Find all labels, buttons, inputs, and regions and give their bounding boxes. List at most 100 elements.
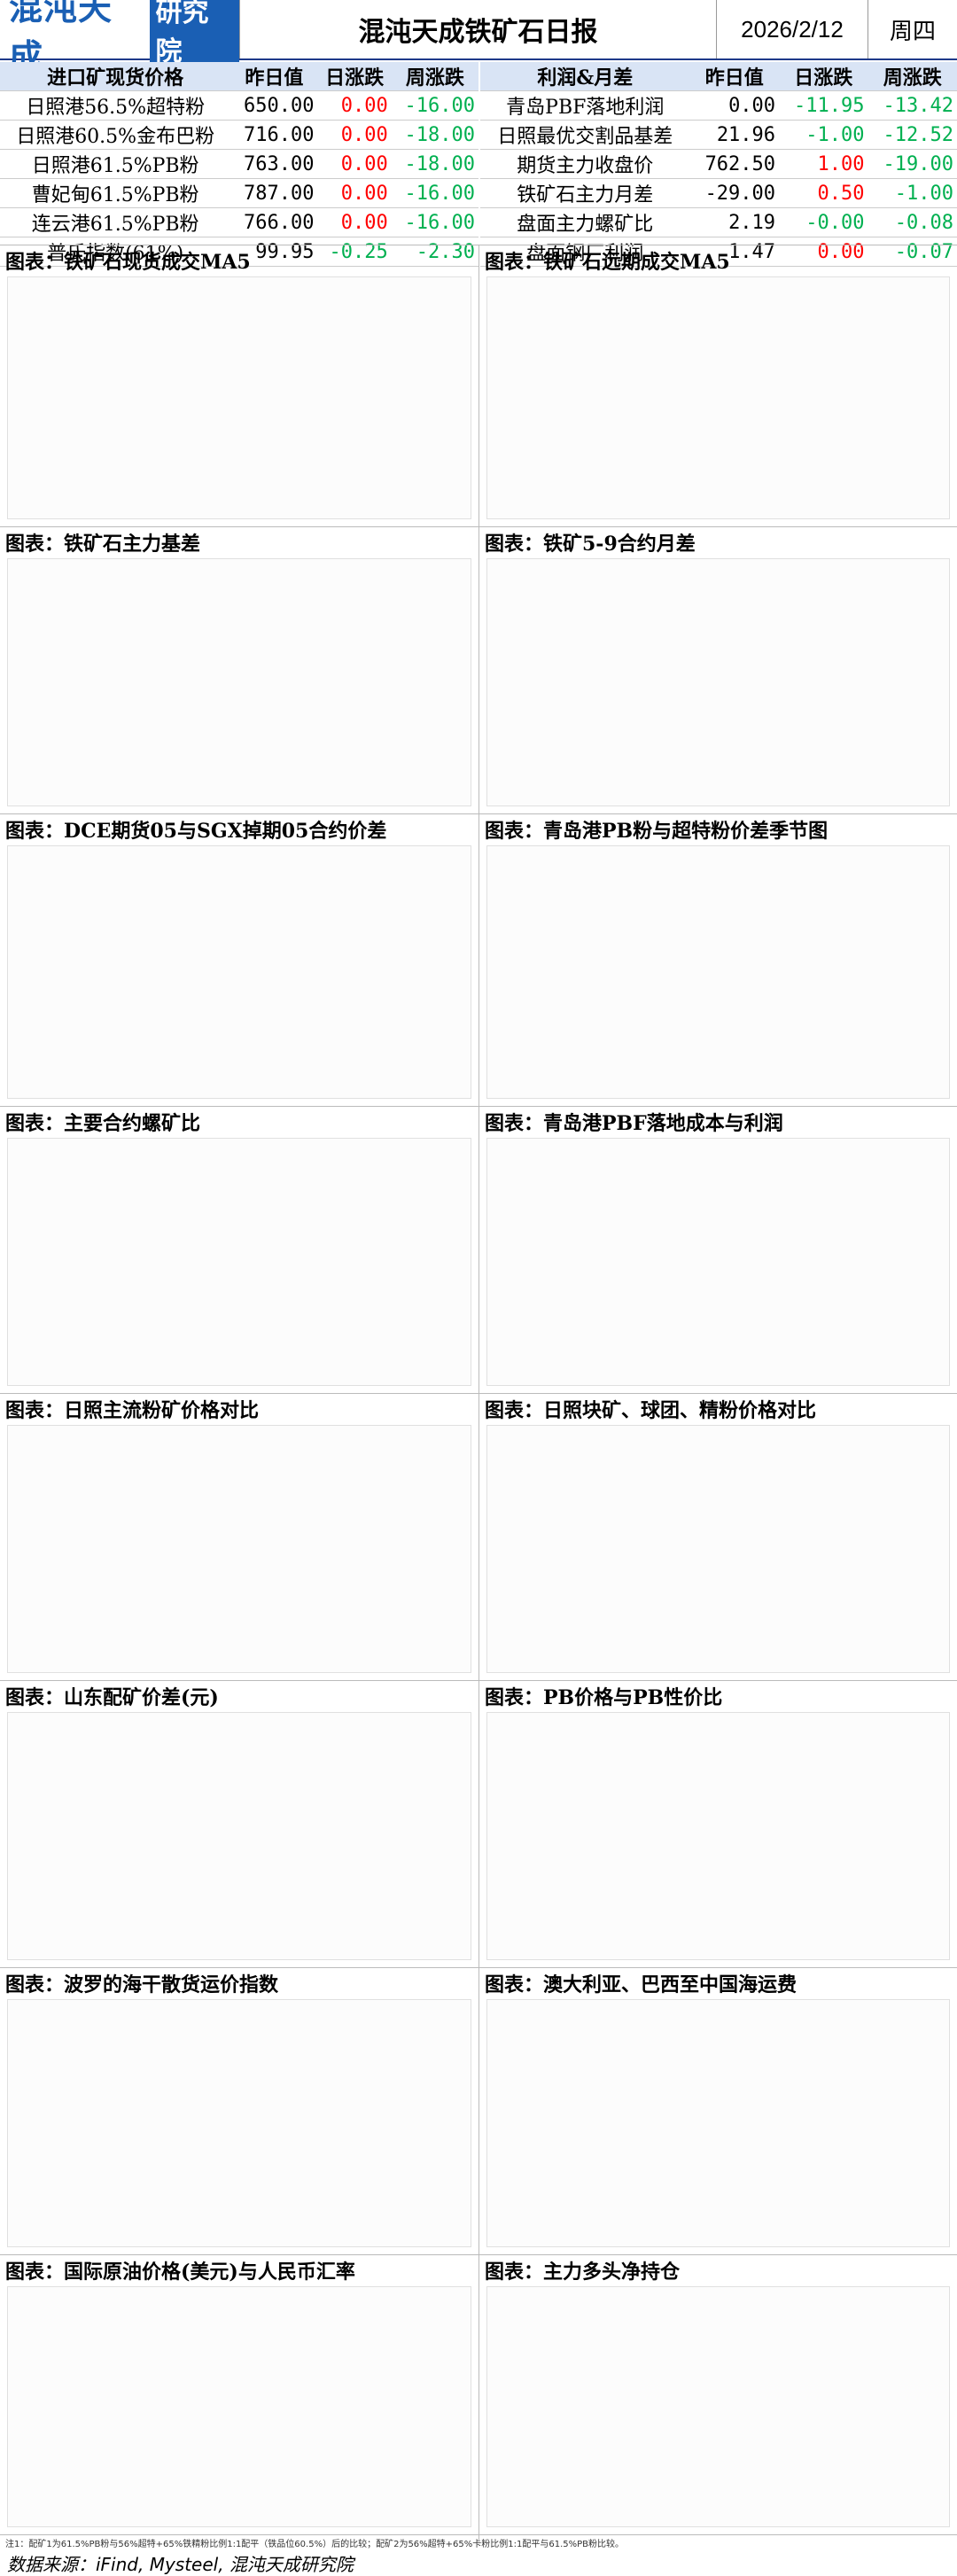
table-row: 普氏指数(61%) 99.95 -0.25 -2.30 [0, 237, 478, 267]
row-day-change: 1.00 [779, 149, 868, 179]
chart-plot-area [7, 1138, 471, 1386]
report-header: 混沌天成 研究院 混沌天成铁矿石日报 2026/2/12 周四 [0, 0, 957, 76]
chart-panel: 图表：DCE期货05与SGX掉期05合约价差 [0, 815, 478, 1106]
table-row: 连云港61.5%PB粉 766.00 0.00 -16.00 [0, 207, 478, 237]
row-divider [0, 1680, 957, 1681]
chart-plot-area [7, 1999, 471, 2247]
row-week-change: -16.00 [391, 90, 478, 121]
chart-panel: 图表：山东配矿价差(元) [0, 1682, 478, 1967]
col-header: 昨日值 [230, 62, 318, 91]
row-day-change: -11.95 [779, 90, 868, 121]
row-day-change: 0.00 [317, 149, 392, 179]
row-week-change: -2.30 [391, 237, 478, 267]
chart-title: 图表：DCE期货05与SGX掉期05合约价差 [5, 820, 387, 843]
row-name: 曹妃甸61.5%PB粉 [0, 178, 231, 208]
column-divider [478, 245, 479, 2540]
brand-logo: 混沌天成 研究院 [0, 0, 239, 76]
chart-panel: 图表：铁矿5-9合约月差 [479, 528, 957, 813]
chart-plot-area [7, 276, 471, 519]
chart-title: 图表：青岛港PBF落地成本与利润 [485, 1112, 783, 1135]
spot-price-table: 进口矿现货价格 昨日值 日涨跌 周涨跌 日照港56.5%超特粉 650.00 0.0… [0, 62, 478, 267]
table-row: 青岛PBF落地利润 0.00 -11.95 -13.42 [480, 90, 957, 121]
chart-panel: 图表：铁矿石现货成交MA5 [0, 246, 478, 526]
row-name: 连云港61.5%PB粉 [0, 207, 231, 237]
row-divider [0, 1967, 957, 1968]
chart-title: 图表：山东配矿价差(元) [5, 1686, 219, 1709]
row-day-change: 0.00 [317, 90, 392, 121]
report-title: 混沌天成铁矿石日报 [239, 0, 716, 58]
chart-panel: 图表：铁矿石主力基差 [0, 528, 478, 813]
row-day-change: -1.00 [779, 120, 868, 150]
row-day-change: 0.00 [317, 120, 392, 150]
row-value: 763.00 [230, 149, 318, 179]
chart-panel: 图表：青岛港PB粉与超特粉价差季节图 [479, 815, 957, 1106]
row-day-change: 0.00 [779, 237, 868, 267]
row-divider [0, 2254, 957, 2255]
table-row: 盘面主力螺矿比 2.19 -0.00 -0.08 [480, 207, 957, 237]
chart-title: 图表：波罗的海干散货运价指数 [5, 1973, 279, 1996]
chart-plot-area [486, 2286, 950, 2527]
chart-plot-area [486, 1712, 950, 1960]
row-week-change: -13.42 [868, 90, 957, 121]
table-row: 日照港60.5%金布巴粉 716.00 0.00 -18.00 [0, 120, 478, 150]
row-day-change: -0.25 [317, 237, 392, 267]
row-name: 日照港61.5%PB粉 [0, 149, 231, 179]
row-value: 21.96 [689, 120, 780, 150]
chart-plot-area [7, 2286, 471, 2527]
footnote: 注1：配矿1为61.5%PB粉与56%超特+65%铁精粉比例1:1配平（铁品位6… [5, 2540, 625, 2549]
row-day-change: 0.00 [317, 207, 392, 237]
table-row: 日照港56.5%超特粉 650.00 0.00 -16.00 [0, 90, 478, 121]
chart-title: 图表：日照主流粉矿价格对比 [5, 1399, 260, 1422]
chart-panel: 图表：铁矿石远期成交MA5 [479, 246, 957, 526]
report-date: 2026/2/12 [716, 0, 868, 58]
row-week-change: -1.00 [868, 178, 957, 208]
row-value: 716.00 [230, 120, 318, 150]
chart-title: 图表：PB价格与PB性价比 [485, 1686, 723, 1709]
chart-panel: 图表：澳大利亚、巴西至中国海运费 [479, 1969, 957, 2254]
chart-title: 图表：铁矿石远期成交MA5 [485, 251, 730, 274]
row-day-change: 0.50 [779, 178, 868, 208]
chart-title: 图表：主要合约螺矿比 [5, 1112, 201, 1135]
row-name: 盘面主力螺矿比 [480, 207, 690, 237]
chart-plot-area [486, 1999, 950, 2247]
chart-plot-area [7, 1712, 471, 1960]
chart-title: 图表：铁矿5-9合约月差 [485, 533, 696, 556]
chart-title: 图表：青岛港PB粉与超特粉价差季节图 [485, 820, 829, 843]
table-row: 曹妃甸61.5%PB粉 787.00 0.00 -16.00 [0, 178, 478, 208]
col-header: 昨日值 [689, 62, 780, 91]
chart-panel: 图表：主要合约螺矿比 [0, 1108, 478, 1393]
chart-title: 图表：铁矿石现货成交MA5 [5, 251, 251, 274]
table-row: 期货主力收盘价 762.50 1.00 -19.00 [480, 149, 957, 179]
chart-panel: 图表：波罗的海干散货运价指数 [0, 1969, 478, 2254]
row-value: 2.19 [689, 207, 780, 237]
row-value: 0.00 [689, 90, 780, 121]
col-header: 日涨跌 [779, 62, 868, 91]
row-name: 日照港60.5%金布巴粉 [0, 120, 231, 150]
row-divider [0, 813, 957, 814]
table-row: 铁矿石主力月差 -29.00 0.50 -1.00 [480, 178, 957, 208]
row-week-change: -18.00 [391, 149, 478, 179]
row-value: 766.00 [230, 207, 318, 237]
chart-panel: 图表：青岛港PBF落地成本与利润 [479, 1108, 957, 1393]
table-row: 日照港61.5%PB粉 763.00 0.00 -18.00 [0, 149, 478, 179]
row-week-change: -19.00 [868, 149, 957, 179]
chart-panel: 图表：PB价格与PB性价比 [479, 1682, 957, 1967]
chart-plot-area [486, 276, 950, 519]
table-row: 日照最优交割品基差 21.96 -1.00 -12.52 [480, 120, 957, 150]
row-value: -29.00 [689, 178, 780, 208]
chart-title: 图表：日照块矿、球团、精粉价格对比 [485, 1399, 817, 1422]
row-name: 普氏指数(61%) [0, 237, 231, 267]
row-divider [0, 2534, 957, 2535]
logo-badge: 研究院 [150, 0, 239, 70]
row-name: 期货主力收盘价 [480, 149, 690, 179]
chart-title: 图表：主力多头净持仓 [485, 2261, 681, 2284]
chart-plot-area [486, 1138, 950, 1386]
chart-panel: 图表：主力多头净持仓 [479, 2256, 957, 2534]
chart-panel: 图表：日照块矿、球团、精粉价格对比 [479, 1395, 957, 1680]
row-name: 盘面钢厂利润 [480, 237, 690, 267]
row-value: 762.50 [689, 149, 780, 179]
profit-spread-table: 利润&月差 昨日值 日涨跌 周涨跌 青岛PBF落地利润 0.00 -11.95 -13… [480, 62, 957, 267]
chart-title: 图表：国际原油价格(美元)与人民币汇率 [5, 2261, 355, 2284]
row-day-change: 0.00 [317, 178, 392, 208]
col-header: 周涨跌 [391, 62, 478, 91]
